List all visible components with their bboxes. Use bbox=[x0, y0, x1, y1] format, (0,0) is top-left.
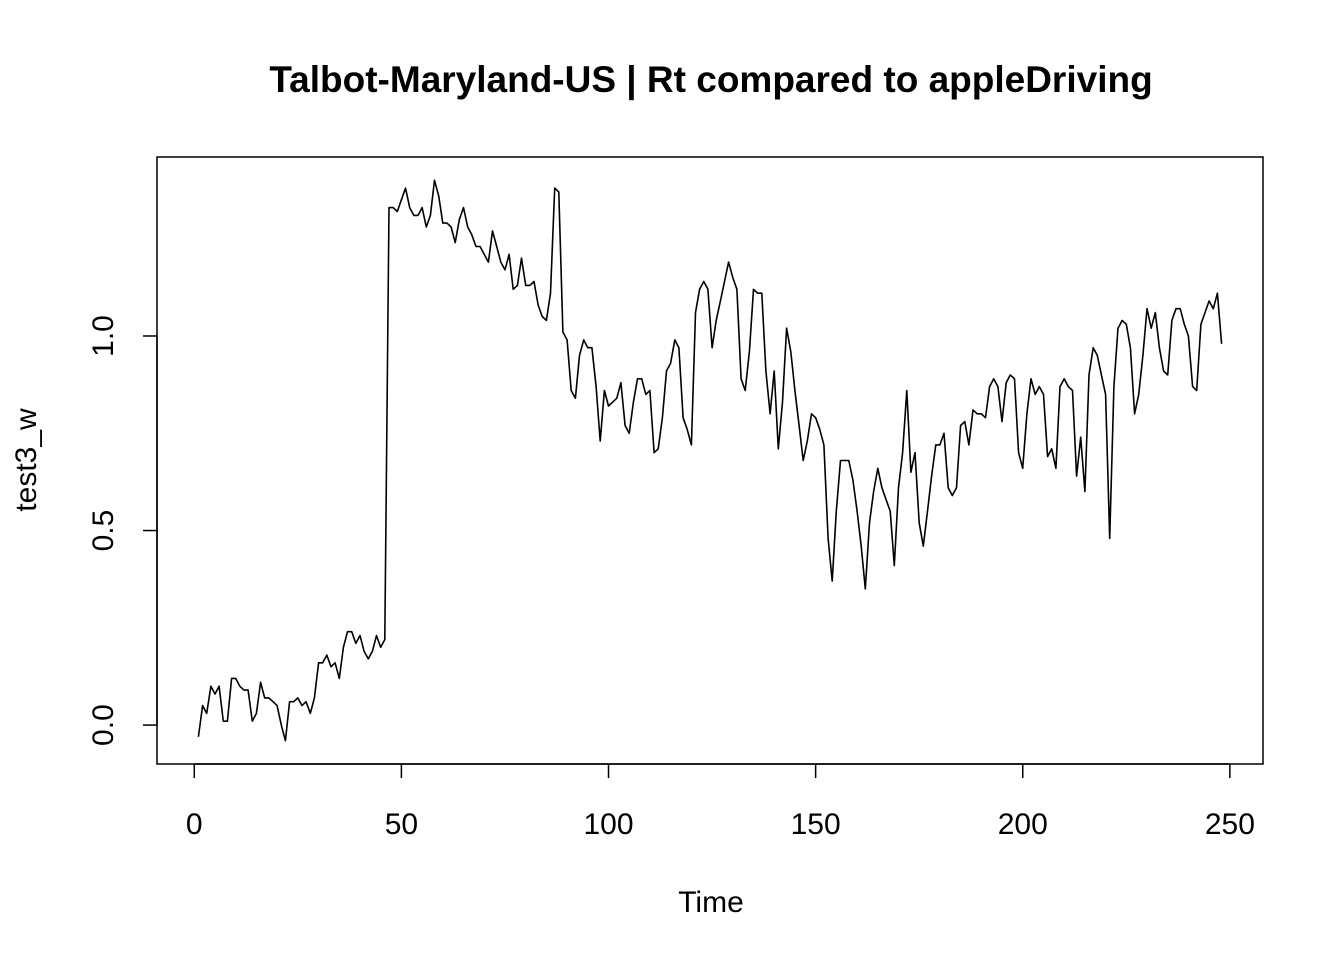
x-tick-label: 100 bbox=[583, 808, 633, 841]
x-tick-label: 200 bbox=[998, 808, 1048, 841]
y-tick-label: 0.5 bbox=[87, 510, 120, 552]
x-axis-label: Time bbox=[678, 886, 744, 919]
x-tick-label: 150 bbox=[791, 808, 841, 841]
y-axis: 0.0 0.5 1.0 bbox=[87, 315, 158, 746]
y-tick-label: 1.0 bbox=[87, 315, 120, 357]
x-axis: 0 50 100 150 200 250 bbox=[186, 763, 1255, 841]
x-tick-label: 50 bbox=[385, 808, 418, 841]
y-tick-label: 0.0 bbox=[87, 704, 120, 746]
chart-title: Talbot-Maryland-US | Rt compared to appl… bbox=[269, 59, 1152, 101]
plot-frame bbox=[156, 156, 1264, 765]
series-line bbox=[197, 179, 1223, 742]
y-axis-label: test3_w bbox=[10, 408, 43, 512]
x-tick-label: 250 bbox=[1205, 808, 1255, 841]
x-tick-label: 0 bbox=[186, 808, 203, 841]
